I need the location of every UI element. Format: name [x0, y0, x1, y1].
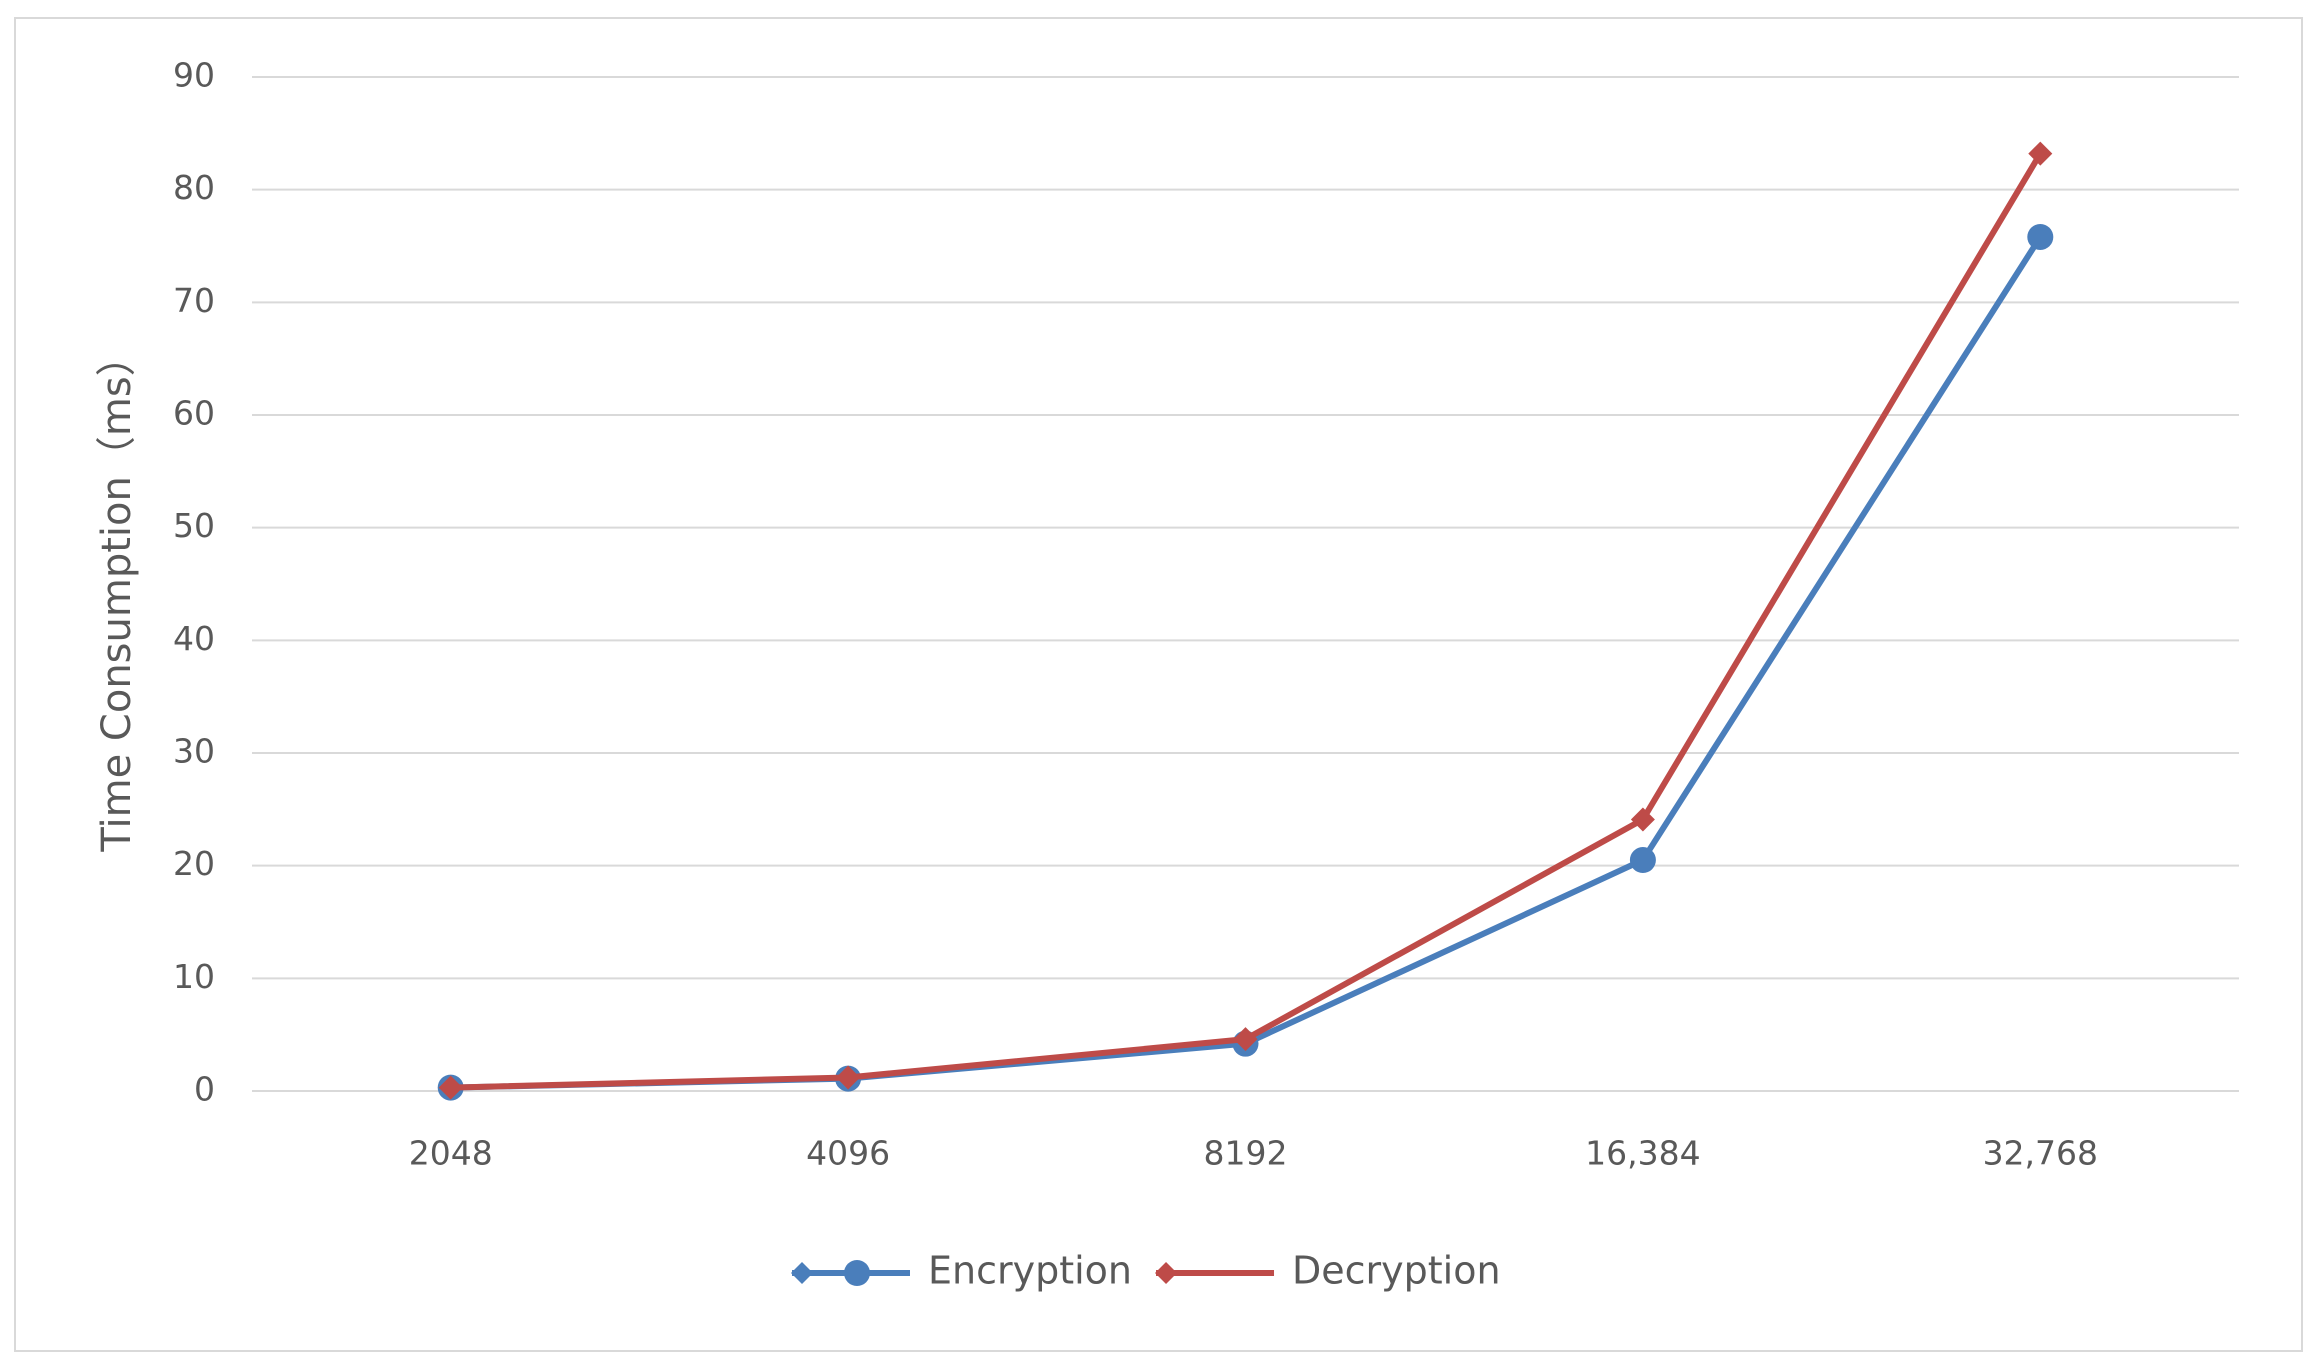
legend-marker	[844, 1260, 870, 1286]
x-tick-label: 32,768	[1983, 1134, 2098, 1173]
y-tick-label: 80	[173, 168, 215, 207]
legend-label: Encryption	[928, 1249, 1132, 1293]
marker	[2028, 141, 2053, 166]
marker	[438, 1075, 463, 1100]
y-tick-label: 70	[173, 281, 215, 320]
marker	[836, 1065, 861, 1090]
legend-marker	[1155, 1262, 1178, 1284]
chart-frame	[14, 17, 2303, 1352]
y-tick-label: 0	[194, 1070, 215, 1109]
x-tick-label: 8192	[1204, 1134, 1288, 1173]
y-tick-label: 60	[173, 394, 215, 433]
marker	[1630, 807, 1655, 832]
y-tick-label: 10	[173, 957, 215, 996]
x-tick-label: 4096	[806, 1134, 890, 1173]
legend-marker	[791, 1262, 813, 1284]
y-tick-label: 20	[173, 844, 215, 883]
x-tick-label: 16,384	[1585, 1134, 1700, 1173]
legend-label: Decryption	[1292, 1249, 1501, 1293]
x-tick-label: 2048	[409, 1134, 493, 1173]
y-axis-title: Time Consumption（ms）	[94, 336, 140, 852]
y-tick-label: 90	[173, 56, 215, 95]
y-tick-label: 40	[173, 619, 215, 658]
marker	[1233, 1027, 1258, 1052]
y-tick-label: 30	[173, 732, 215, 771]
marker	[2027, 223, 2054, 250]
marker	[1629, 847, 1656, 874]
y-tick-label: 50	[173, 506, 215, 545]
